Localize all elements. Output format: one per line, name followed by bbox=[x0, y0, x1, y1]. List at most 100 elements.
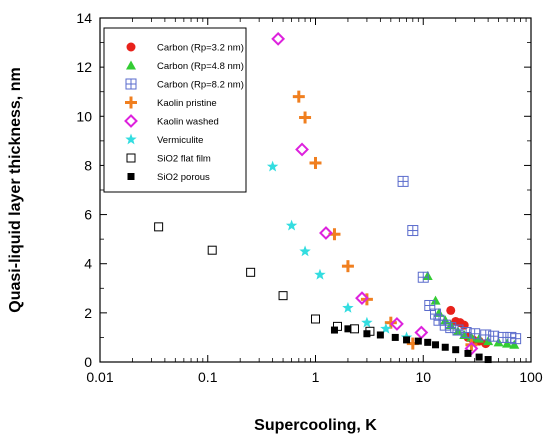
y-tick-label: 10 bbox=[76, 108, 92, 124]
data-point bbox=[349, 324, 359, 334]
data-point bbox=[330, 326, 338, 334]
legend-label: Carbon (Rp=4.8 nm) bbox=[157, 61, 244, 72]
data-point bbox=[319, 226, 333, 240]
data-point bbox=[266, 160, 279, 172]
data-point bbox=[295, 142, 309, 157]
legend-item: SiO2 flat film bbox=[126, 153, 211, 165]
data-point bbox=[292, 90, 305, 103]
x-tick-label: 0.01 bbox=[86, 369, 113, 385]
data-point bbox=[344, 325, 352, 333]
data-point bbox=[311, 314, 320, 324]
legend-item: SiO2 porous bbox=[127, 172, 210, 183]
legend-label: Carbon (Rp=8.2 nm) bbox=[157, 80, 244, 91]
data-point bbox=[341, 260, 354, 273]
data-point bbox=[414, 337, 422, 345]
data-point bbox=[430, 308, 442, 320]
y-tick-label: 14 bbox=[76, 10, 92, 26]
data-point bbox=[397, 175, 409, 187]
data-point bbox=[422, 271, 433, 280]
data-point bbox=[510, 333, 522, 345]
data-point bbox=[417, 271, 429, 283]
y-tick-label: 6 bbox=[84, 207, 92, 223]
x-tick-label: 0.1 bbox=[198, 369, 218, 385]
legend-marker bbox=[127, 173, 135, 180]
axis-ticks bbox=[99, 17, 532, 363]
data-point bbox=[424, 338, 432, 346]
data-point bbox=[439, 319, 451, 331]
data-point bbox=[314, 268, 326, 280]
legend-label: SiO2 flat film bbox=[157, 154, 211, 165]
legend-marker bbox=[126, 42, 136, 52]
legend-item: Kaolin pristine bbox=[125, 96, 217, 109]
series-5 bbox=[266, 160, 413, 343]
data-point bbox=[391, 333, 399, 341]
data-point bbox=[390, 317, 404, 331]
y-axis-title: Quasi-liquid layer thickness, nm bbox=[7, 67, 24, 312]
y-tick-label: 8 bbox=[84, 157, 92, 173]
legend-label: Kaolin pristine bbox=[157, 98, 217, 109]
data-point bbox=[342, 301, 354, 313]
data-point bbox=[475, 353, 483, 361]
data-point bbox=[484, 356, 492, 364]
data-point bbox=[432, 341, 440, 349]
data-point bbox=[414, 325, 429, 340]
data-point bbox=[309, 156, 322, 169]
legend-label: Kaolin washed bbox=[157, 117, 219, 128]
legend: Carbon (Rp=3.2 nm) Carbon (Rp=4.8 nm) Carb… bbox=[103, 27, 247, 193]
data-point bbox=[246, 267, 256, 277]
legend-marker bbox=[126, 60, 136, 70]
legend-item: Carbon (Rp=3.2 nm) bbox=[126, 42, 244, 54]
data-point bbox=[154, 222, 164, 232]
legend-marker bbox=[125, 96, 137, 109]
data-point bbox=[441, 343, 449, 351]
data-point bbox=[355, 291, 369, 306]
y-tick-label: 0 bbox=[84, 354, 92, 370]
y-tick-label: 4 bbox=[84, 256, 92, 272]
data-point bbox=[380, 322, 392, 334]
data-point bbox=[285, 219, 298, 231]
data-point bbox=[452, 346, 460, 354]
legend-marker bbox=[125, 78, 137, 90]
data-point bbox=[384, 316, 397, 329]
y-tick-label: 12 bbox=[76, 59, 92, 75]
data-point bbox=[465, 338, 478, 351]
legend-item: Kaolin washed bbox=[124, 114, 219, 128]
data-point bbox=[509, 339, 520, 349]
legend-item: Carbon (Rp=4.8 nm) bbox=[126, 60, 244, 72]
data-point bbox=[493, 337, 504, 347]
y-tick-label: 2 bbox=[84, 305, 92, 321]
data-point bbox=[502, 338, 513, 348]
data-point bbox=[376, 331, 384, 339]
legend-marker bbox=[126, 153, 136, 163]
x-tick-label: 10 bbox=[415, 369, 431, 385]
data-point bbox=[363, 330, 371, 338]
data-point bbox=[299, 245, 311, 257]
data-point bbox=[361, 316, 373, 328]
series-7 bbox=[330, 325, 492, 364]
data-point bbox=[464, 349, 472, 357]
legend-item: Vermiculite bbox=[125, 133, 203, 146]
x-tick-label: 100 bbox=[519, 369, 543, 385]
legend-item: Carbon (Rp=8.2 nm) bbox=[125, 78, 244, 91]
x-axis-title: Supercooling, K bbox=[254, 417, 377, 434]
axis-tick-labels: 0.01 0.1 1 10 100 0 2 4 6 8 10 12 14 bbox=[76, 10, 542, 385]
legend-marker bbox=[124, 114, 138, 128]
data-point bbox=[459, 329, 470, 339]
data-point bbox=[278, 291, 288, 301]
legend-label: SiO2 porous bbox=[157, 172, 210, 183]
data-point bbox=[446, 305, 456, 315]
legend-marker bbox=[125, 133, 137, 145]
data-point bbox=[407, 225, 419, 237]
data-point bbox=[207, 245, 217, 255]
data-point bbox=[271, 31, 286, 46]
data-point bbox=[469, 328, 481, 340]
series-4 bbox=[271, 31, 479, 356]
legend-box bbox=[103, 27, 247, 193]
data-point bbox=[488, 330, 500, 342]
data-point bbox=[403, 336, 411, 344]
data-point bbox=[480, 329, 492, 341]
data-points bbox=[154, 31, 522, 364]
legend-label: Vermiculite bbox=[157, 135, 203, 146]
data-point bbox=[483, 336, 494, 346]
legend-label: Carbon (Rp=3.2 nm) bbox=[157, 43, 244, 54]
